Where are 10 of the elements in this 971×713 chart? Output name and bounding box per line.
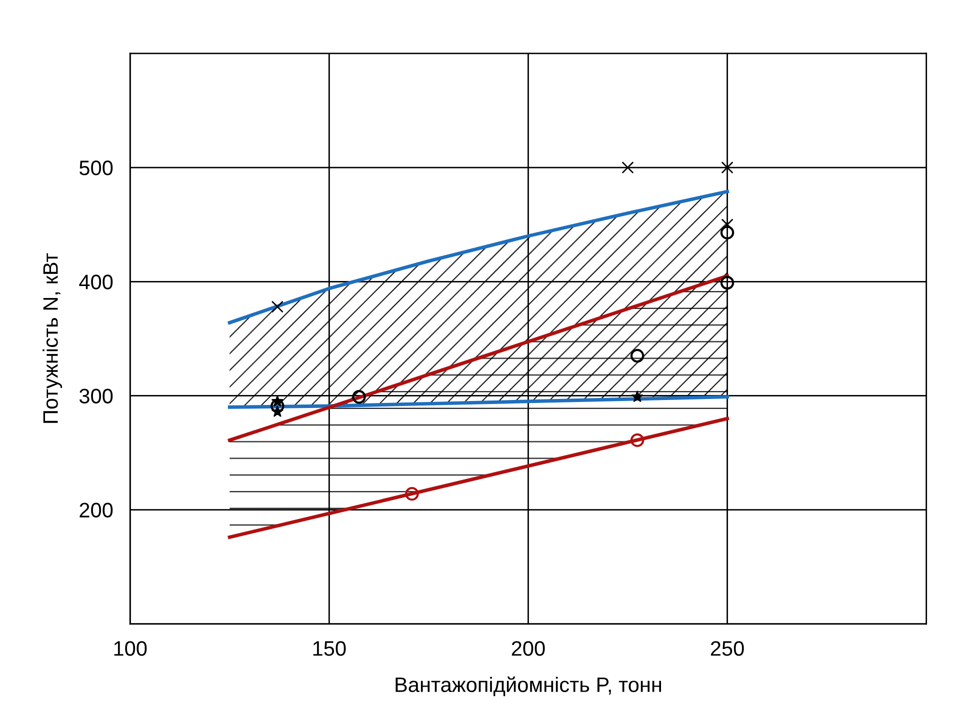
y-tick-label: 300: [79, 388, 113, 404]
y-axis-title: Потужність N, кВт: [42, 253, 62, 423]
x-axis-title: Вантажопідйомність P, тонн: [396, 676, 662, 696]
x-tick-label: 250: [710, 641, 744, 656]
y-tick-label: 500: [80, 160, 113, 176]
y-tick-label: 400: [79, 274, 113, 290]
x-tick-label: 200: [512, 641, 545, 656]
x-tick-label: 150: [313, 641, 346, 656]
x-tick-label: 100: [114, 641, 147, 656]
y-tick-label: 200: [80, 502, 113, 518]
